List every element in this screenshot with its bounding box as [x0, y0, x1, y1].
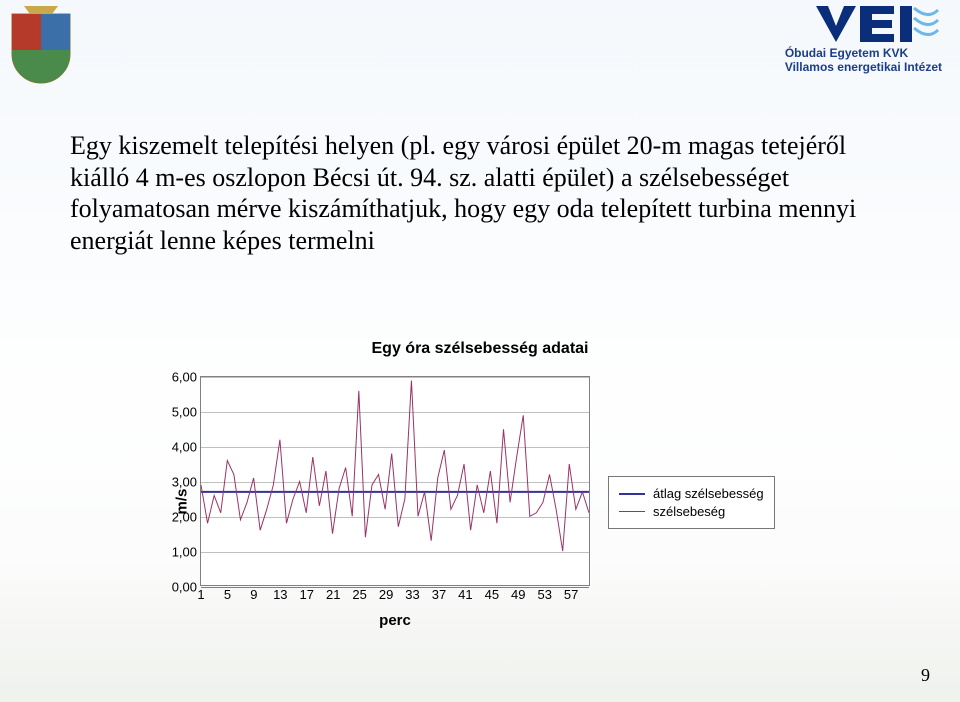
- legend-label: szélsebeség: [653, 504, 725, 519]
- y-tick-label: 2,00: [157, 510, 197, 525]
- org-line-1: Óbudai Egyetem KVK: [785, 46, 942, 60]
- logo-area: Óbudai Egyetem KVK Villamos energetikai …: [785, 4, 942, 74]
- legend-label: átlag szélsebesség: [653, 486, 764, 501]
- x-tick-label: 25: [352, 587, 366, 602]
- x-tick-label: 37: [432, 587, 446, 602]
- x-tick-label: 13: [273, 587, 287, 602]
- header: Óbudai Egyetem KVK Villamos energetikai …: [0, 0, 960, 90]
- y-tick-label: 6,00: [157, 370, 197, 385]
- y-tick-label: 1,00: [157, 545, 197, 560]
- x-tick-label: 5: [224, 587, 231, 602]
- x-tick-label: 29: [379, 587, 393, 602]
- x-tick-label: 21: [326, 587, 340, 602]
- x-tick-label: 1: [197, 587, 204, 602]
- y-tick-label: 5,00: [157, 405, 197, 420]
- y-tick-label: 0,00: [157, 580, 197, 595]
- series-line: [201, 380, 589, 551]
- legend-row: átlag szélsebesség: [619, 486, 764, 501]
- x-ticks: 159131721252933374145495357: [201, 585, 589, 605]
- chart-title: Egy óra szélsebesség adatai: [170, 340, 790, 358]
- vei-logo-icon: [812, 4, 942, 44]
- page-number: 9: [921, 665, 930, 686]
- x-tick-label: 49: [511, 587, 525, 602]
- y-tick-label: 3,00: [157, 475, 197, 490]
- chart: Egy óra szélsebesség adatai m/s 0,001,00…: [170, 340, 790, 629]
- org-line-2: Villamos energetikai Intézet: [785, 60, 942, 74]
- y-ticks: 0,001,002,003,004,005,006,00: [157, 377, 197, 585]
- x-tick-label: 33: [405, 587, 419, 602]
- x-tick-label: 53: [537, 587, 551, 602]
- legend: átlag szélsebesség szélsebeség: [608, 476, 775, 529]
- content: Egy kiszemelt telepítési helyen (pl. egy…: [70, 130, 890, 257]
- org-line-2a: Villamos: [785, 60, 834, 74]
- x-tick-label: 45: [485, 587, 499, 602]
- series-svg: [201, 377, 589, 586]
- legend-swatch: [619, 511, 645, 512]
- x-tick-label: 17: [300, 587, 314, 602]
- crest-icon: [10, 6, 72, 84]
- y-tick-label: 4,00: [157, 440, 197, 455]
- x-tick-label: 57: [564, 587, 578, 602]
- org-line-2b: energetikai Intézet: [837, 60, 942, 74]
- x-tick-label: 9: [250, 587, 257, 602]
- plot-area: 0,001,002,003,004,005,006,00 15913172125…: [200, 376, 590, 586]
- legend-swatch: [619, 493, 645, 495]
- paragraph: Egy kiszemelt telepítési helyen (pl. egy…: [70, 130, 890, 257]
- x-tick-label: 41: [458, 587, 472, 602]
- x-axis-label: perc: [200, 612, 590, 629]
- legend-row: szélsebeség: [619, 504, 764, 519]
